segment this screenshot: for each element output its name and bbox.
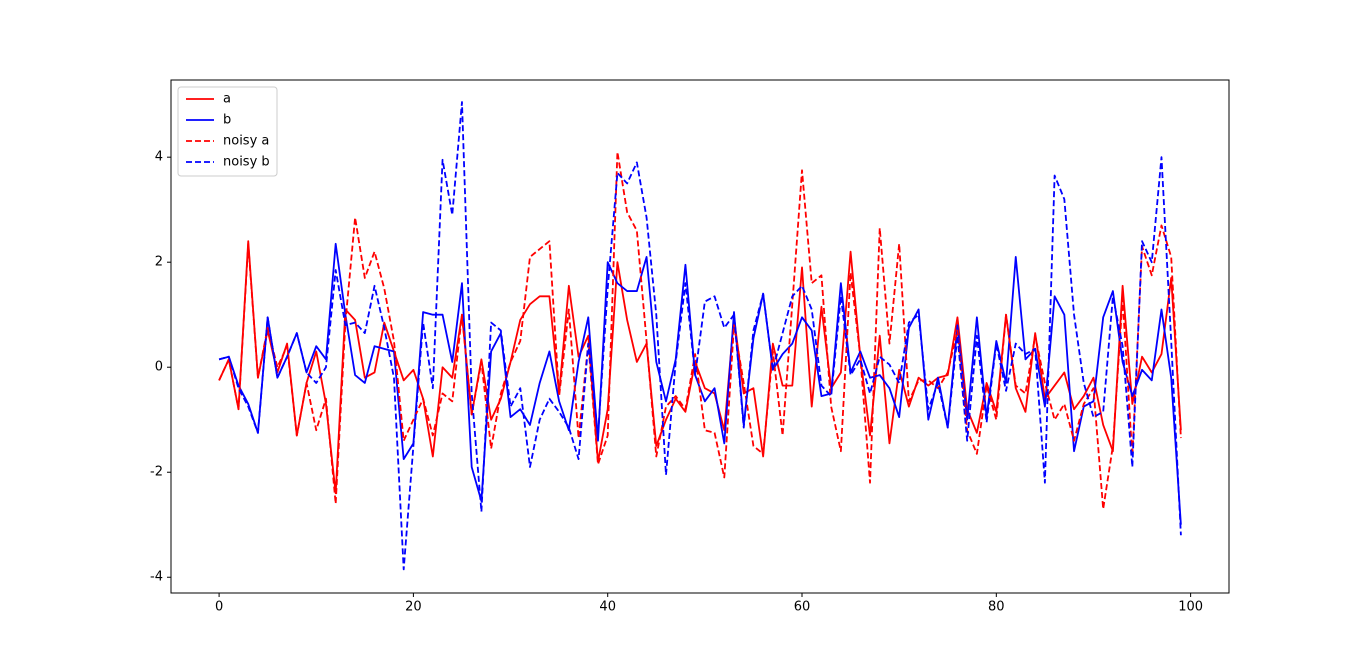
y-tick-label: 2 (155, 255, 163, 270)
x-tick-label: 20 (405, 600, 422, 615)
series-line (218, 101, 1182, 571)
y-tick-label: 0 (155, 360, 163, 375)
legend-label: noisy a (223, 134, 269, 149)
legend-label: b (223, 113, 231, 128)
x-tick-label: 100 (1178, 600, 1203, 615)
legend-box (177, 86, 278, 177)
legend-label: noisy b (223, 155, 270, 170)
series-line (218, 151, 1182, 510)
y-tick-label: 4 (155, 150, 163, 165)
plot-frame (170, 79, 1230, 594)
legend-label: a (223, 92, 231, 107)
series-line (218, 242, 1182, 525)
x-tick-label: 40 (599, 600, 616, 615)
x-tick-label: 0 (215, 600, 223, 615)
y-tick-label: -4 (150, 570, 163, 585)
y-tick-label: -2 (150, 465, 163, 480)
legend: ab noisy a noisy b (177, 86, 278, 177)
x-tick-label: 60 (794, 600, 811, 615)
x-tick-label: 80 (988, 600, 1005, 615)
